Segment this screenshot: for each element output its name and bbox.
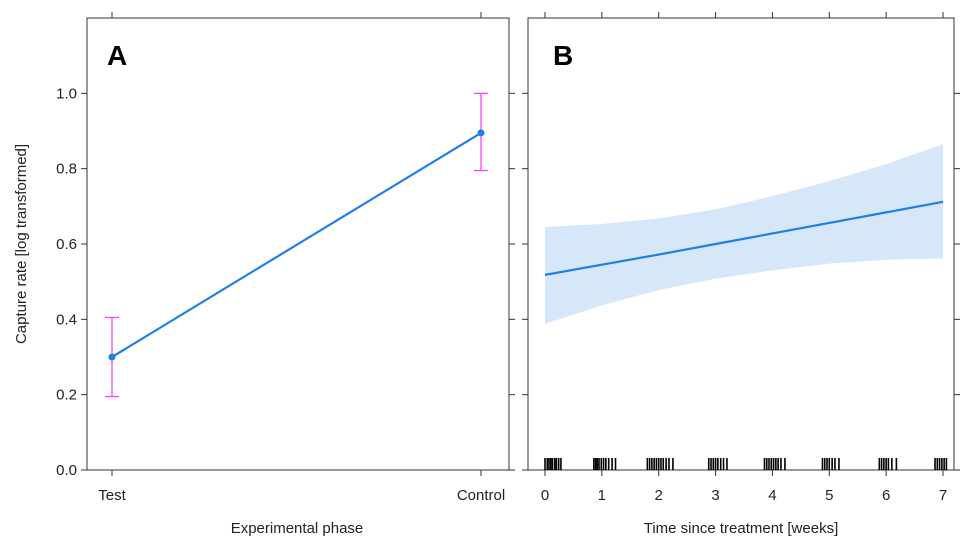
panel-a-x-tick-label: Control xyxy=(457,487,505,504)
panel-a-point xyxy=(108,353,116,361)
panel-b-x-tick-label: 1 xyxy=(598,487,606,504)
panel-b-confidence-band xyxy=(545,144,943,324)
panel-b-x-tick-label: 4 xyxy=(768,487,776,504)
panel-b-x-tick-label: 7 xyxy=(939,487,947,504)
panel-a-y-tick-label: 0.2 xyxy=(56,387,77,404)
panel-a-series xyxy=(108,129,485,361)
panel-b: 0 1 2 3 4 5 6 7 B Time since treatment [weeks] xyxy=(522,12,960,537)
shared-y-axis-title: Capture rate [log transformed] xyxy=(13,144,30,344)
panel-b-x-tick-label: 3 xyxy=(711,487,719,504)
panel-b-series xyxy=(544,200,944,276)
panel-b-x-axis-title: Time since treatment [weeks] xyxy=(644,520,839,537)
panel-a-x-axis-title: Experimental phase xyxy=(231,520,364,537)
panel-a-y-tick-label: 0.4 xyxy=(56,311,77,328)
panel-a-line xyxy=(111,131,482,358)
panel-a-y-tick-label: 1.0 xyxy=(56,85,77,102)
panel-b-ci-band xyxy=(545,144,943,324)
panel-a-y-tick-label: 0.0 xyxy=(56,462,77,479)
panel-b-letter: B xyxy=(553,40,573,71)
panel-a-y-tick-label: 0.6 xyxy=(56,236,77,253)
panel-a-error-bars xyxy=(105,92,488,398)
panel-b-line xyxy=(544,200,944,276)
panel-a-x-axis: Test Control xyxy=(98,12,505,504)
panel-a-y-axis: 0.0 0.2 0.4 0.6 0.8 1.0 xyxy=(56,85,515,479)
panel-a-letter: A xyxy=(107,40,127,71)
panel-a-point xyxy=(477,129,485,137)
panel-b-x-tick-label: 6 xyxy=(882,487,890,504)
panel-a-x-tick-label: Test xyxy=(98,487,126,504)
panel-b-x-tick-label: 5 xyxy=(825,487,833,504)
panel-b-y-axis xyxy=(522,92,960,471)
panel-b-rug xyxy=(544,458,948,470)
panel-b-x-axis: 0 1 2 3 4 5 6 7 xyxy=(541,12,947,504)
panel-b-x-tick-label: 0 xyxy=(541,487,549,504)
panel-a-y-tick-label: 0.8 xyxy=(56,161,77,178)
panel-b-x-tick-label: 2 xyxy=(655,487,663,504)
panel-a: 0.0 0.2 0.4 0.6 0.8 1.0 Test Control A Experim… xyxy=(56,12,515,537)
